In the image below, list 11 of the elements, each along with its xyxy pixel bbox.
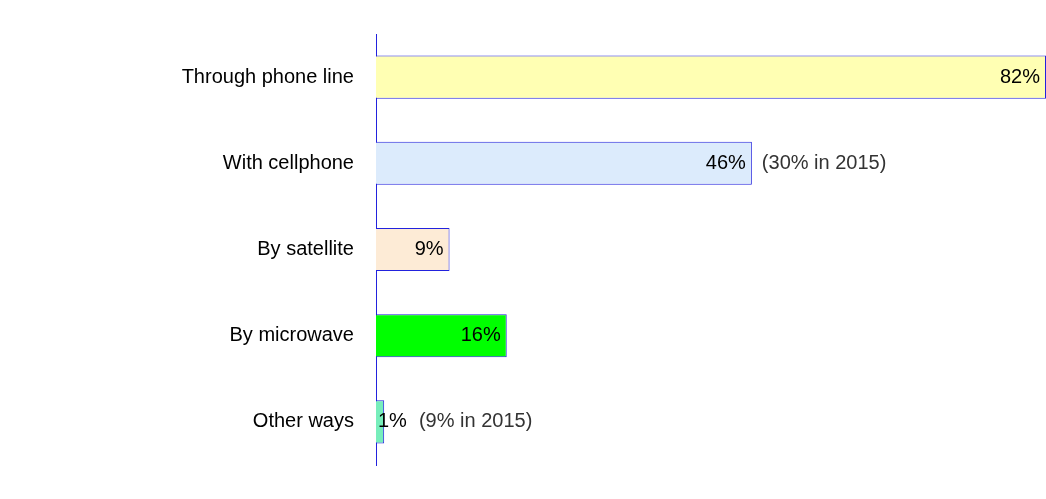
y-tick-label: With cellphone xyxy=(222,150,354,173)
data-label: 16% xyxy=(460,323,501,346)
y-tick-label: Through phone line xyxy=(181,64,354,87)
y-tick-label: By microwave xyxy=(229,323,354,346)
data-label: 82% xyxy=(999,64,1041,87)
annotation: (9% in 2015) xyxy=(418,409,533,432)
y-tick-label: Other ways xyxy=(252,409,354,432)
y-tick-label: By satellite xyxy=(257,237,354,260)
data-label: 9% xyxy=(414,237,444,260)
data-label: 46% xyxy=(705,150,747,173)
annotation: (30% in 2015) xyxy=(761,150,887,173)
